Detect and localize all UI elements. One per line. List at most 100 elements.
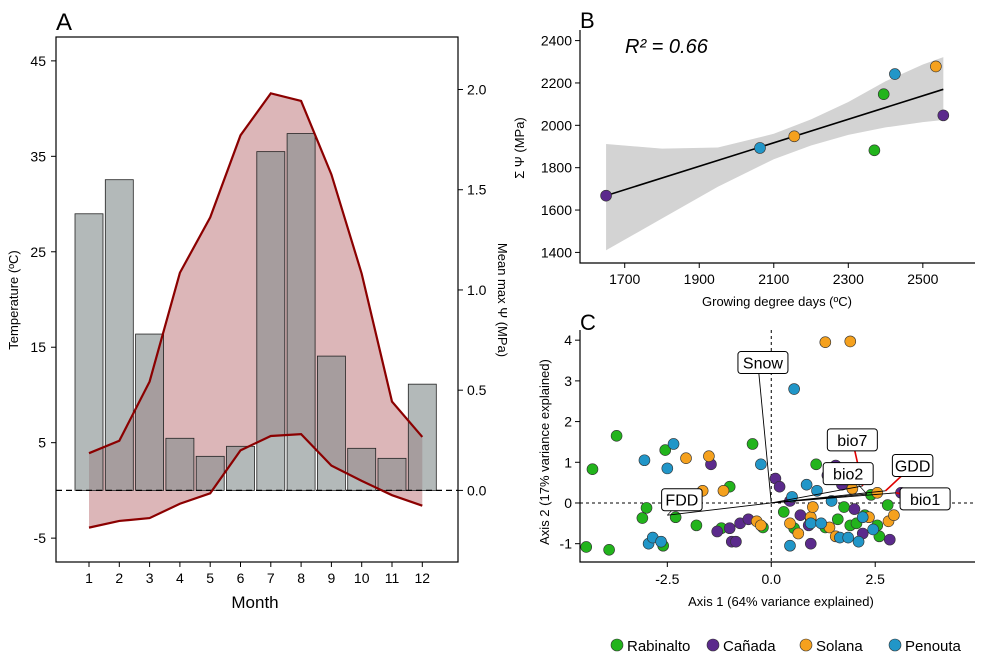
vector-label: bio7 xyxy=(837,433,867,450)
legend-swatch xyxy=(610,638,624,652)
panel-c-y-axis: -1 0 1 2 3 4 xyxy=(560,332,580,552)
site-point xyxy=(754,142,766,154)
y-tick-label: 3 xyxy=(564,373,572,389)
panel-b-plot-area xyxy=(600,57,950,251)
site-point xyxy=(746,438,759,450)
site-point xyxy=(800,478,813,491)
panel-b-y-axis: 1400 1600 1800 2000 2200 2400 xyxy=(541,33,580,260)
site-point xyxy=(883,533,896,546)
confidence-ribbon xyxy=(606,57,944,251)
panel-c-chart: Snow FDD bio7 bio2 GDD bio1 -1 0 1 2 3 4 -2.5 0.0 2.… xyxy=(537,330,975,609)
y2-tick-label: 0.5 xyxy=(467,382,487,398)
site-point xyxy=(815,517,827,530)
water-potential-bar xyxy=(407,383,437,491)
site-point xyxy=(777,506,790,518)
variable-vector xyxy=(771,485,863,504)
panel-c-frame xyxy=(579,330,975,563)
water-potential-bar xyxy=(286,133,316,491)
vector-label-box xyxy=(826,428,878,452)
vector-label: bio2 xyxy=(833,467,863,484)
site-point xyxy=(667,438,680,450)
y2-tick-label: 2.0 xyxy=(467,82,487,98)
x-tick-label: 1900 xyxy=(684,271,715,287)
y-tick-label: 2 xyxy=(564,414,572,430)
y2-tick-label: 0.0 xyxy=(467,482,487,498)
panel-a-y2-axis-title: Mean max Ψ (MPa) xyxy=(495,243,510,357)
legend-label: Rabinalto xyxy=(627,638,690,655)
vector-label-box xyxy=(899,487,951,511)
y-tick-label: 35 xyxy=(30,148,46,164)
site-legend: Rabinalto Cañada Solana Penouta xyxy=(610,638,962,655)
site-point xyxy=(784,517,796,530)
site-point xyxy=(659,444,672,456)
site-point xyxy=(755,519,767,532)
site-point xyxy=(888,509,900,521)
site-point xyxy=(788,383,800,395)
vector-label: Snow xyxy=(743,356,783,373)
panel-c-x-axis: -2.5 0.0 2.5 xyxy=(655,562,885,587)
panel-a-left-axis: -5 5 15 25 35 45 xyxy=(30,53,56,546)
site-point xyxy=(856,511,869,524)
y-tick-label: 2000 xyxy=(541,117,572,133)
site-point xyxy=(804,517,817,530)
x-tick-label: -2.5 xyxy=(655,571,679,587)
x-tick-label: 2300 xyxy=(833,271,864,287)
site-point xyxy=(794,509,807,521)
water-potential-bar xyxy=(377,457,407,491)
site-point xyxy=(661,462,674,475)
vector-label: bio1 xyxy=(910,492,940,509)
y-tick-label: 2400 xyxy=(541,33,572,49)
site-point xyxy=(636,512,649,524)
panel-a-label: A xyxy=(56,9,72,36)
variable-vector xyxy=(758,372,772,504)
panel-b-r2-annotation: R² = 0.66 xyxy=(625,36,709,58)
y-tick-label: 25 xyxy=(30,244,46,260)
water-potential-bar xyxy=(135,333,165,491)
site-point xyxy=(844,335,857,348)
x-tick-label: 0.0 xyxy=(762,571,782,587)
x-tick-label: 9 xyxy=(328,570,336,586)
site-point xyxy=(930,60,942,73)
site-point xyxy=(723,522,736,535)
panel-b-x-axis: 1700 1900 2100 2300 2500 xyxy=(609,263,939,287)
y-tick-label: -5 xyxy=(34,530,47,546)
site-point xyxy=(603,543,615,556)
vector-label: GDD xyxy=(895,459,931,476)
y-tick-label: 15 xyxy=(30,339,46,355)
legend-label: Cañada xyxy=(723,638,776,655)
vector-label-box xyxy=(822,462,874,486)
x-tick-label: 1700 xyxy=(609,271,640,287)
site-point xyxy=(580,541,593,553)
x-tick-label: 2 xyxy=(115,570,123,586)
panel-b-label: B xyxy=(580,8,595,33)
panel-a-x-axis-title: Month xyxy=(231,593,278,612)
site-point xyxy=(807,501,819,513)
legend-swatch xyxy=(706,638,720,652)
variable-vector xyxy=(771,492,897,504)
water-potential-bar xyxy=(347,447,377,491)
panel-a-right-axis: 0.0 0.5 1.0 1.5 2.0 xyxy=(458,82,487,498)
legend-swatch xyxy=(799,638,813,652)
site-point xyxy=(937,109,950,122)
panel-c-label: C xyxy=(580,310,596,335)
site-point xyxy=(810,458,822,471)
x-tick-label: 2100 xyxy=(758,271,789,287)
site-point xyxy=(784,539,796,552)
panel-a-plot-area xyxy=(56,92,458,529)
site-point xyxy=(680,452,692,465)
site-point xyxy=(792,527,805,540)
site-point xyxy=(600,189,612,202)
site-point xyxy=(889,68,901,80)
site-point xyxy=(638,454,651,467)
temp-max-line xyxy=(88,92,424,455)
x-tick-label: 2.5 xyxy=(865,571,885,587)
water-potential-bar xyxy=(226,445,255,491)
x-tick-label: 11 xyxy=(385,570,400,586)
site-point xyxy=(586,463,599,476)
site-point xyxy=(881,499,894,511)
site-point xyxy=(838,501,850,513)
x-tick-label: 1 xyxy=(85,570,93,586)
legend-label: Penouta xyxy=(905,638,962,655)
site-point xyxy=(755,458,767,471)
y-tick-label: 1 xyxy=(564,454,572,470)
